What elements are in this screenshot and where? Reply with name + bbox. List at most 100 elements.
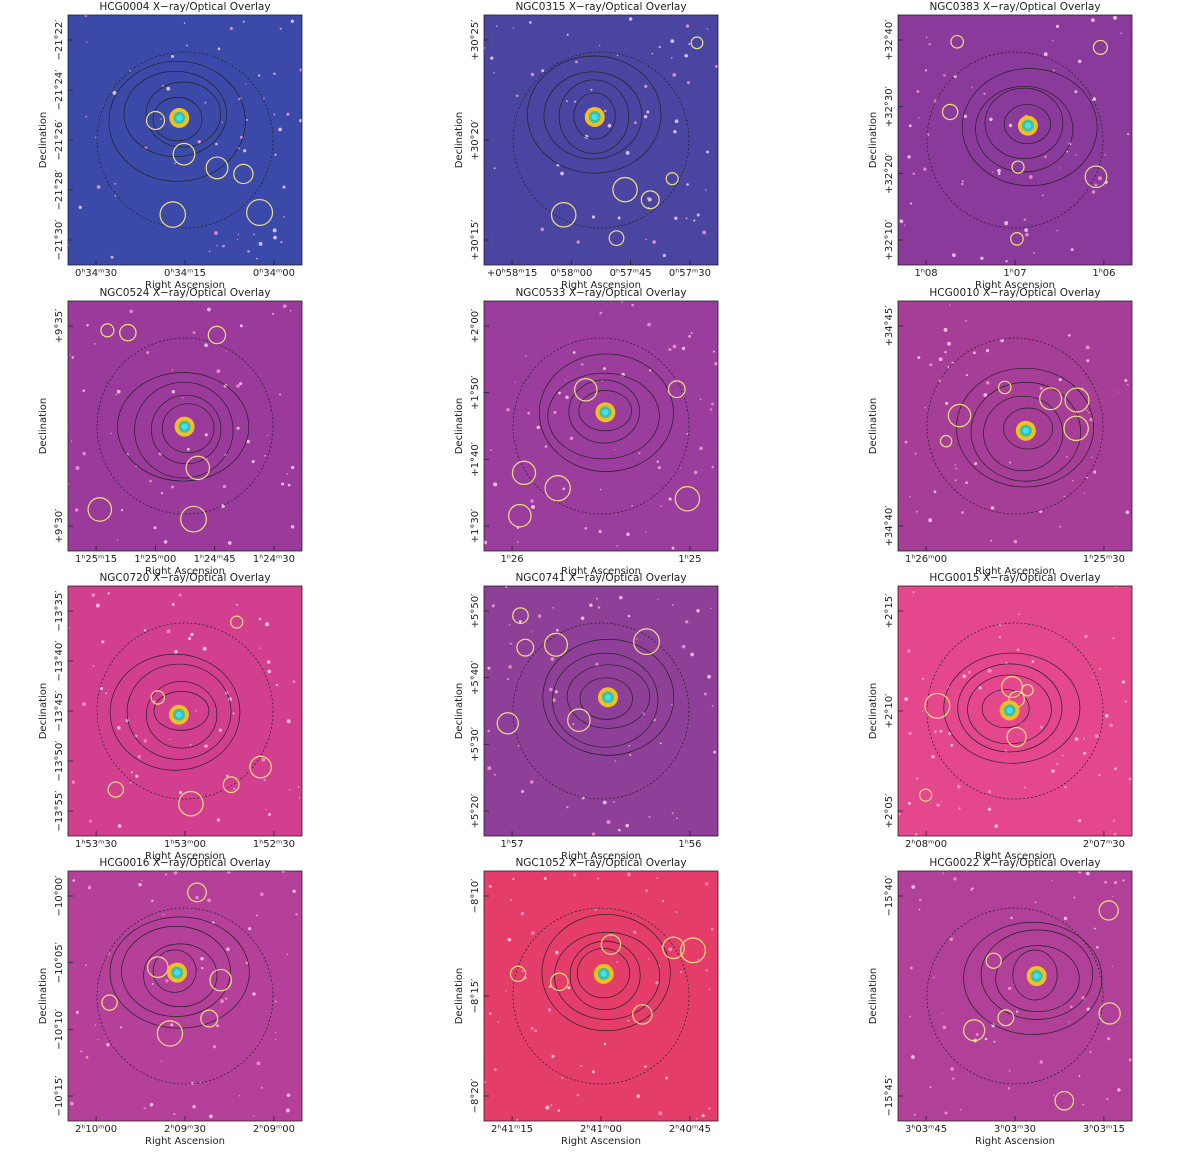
x-ray-contour: [963, 921, 1103, 1035]
star: [648, 958, 650, 960]
star: [987, 668, 992, 673]
star: [69, 354, 71, 356]
star: [1084, 634, 1088, 639]
point-source-region: [87, 497, 113, 522]
star: [151, 899, 154, 902]
x-ray-contour: [538, 353, 674, 472]
point-source-region: [178, 790, 204, 817]
star: [647, 322, 651, 327]
star: [638, 452, 641, 455]
y-tick-label: +5°50′: [470, 593, 481, 628]
star: [929, 1086, 932, 1088]
point-source-region: [1039, 387, 1063, 411]
star: [951, 253, 956, 258]
star: [909, 496, 911, 498]
star: [290, 19, 295, 23]
star: [553, 410, 557, 414]
star: [712, 350, 715, 353]
x-ray-contour: [578, 390, 632, 432]
star: [246, 439, 250, 444]
star: [130, 771, 133, 774]
point-source-region: [185, 455, 211, 481]
star: [671, 812, 674, 815]
star: [545, 1105, 550, 1110]
star: [618, 828, 621, 832]
star: [613, 801, 615, 803]
star: [493, 482, 498, 487]
star: [998, 623, 1002, 627]
star: [178, 790, 183, 795]
star: [1068, 1021, 1070, 1024]
star: [942, 1025, 947, 1030]
star: [1088, 411, 1090, 414]
star: [200, 956, 204, 961]
star: [954, 464, 957, 466]
star: [190, 632, 194, 637]
star: [204, 744, 208, 748]
star: [554, 690, 558, 694]
star: [556, 628, 559, 632]
star: [657, 598, 659, 600]
x-ray-contour: [108, 60, 246, 182]
panel: NGC0524 X−ray/Optical Overlay Right Ascen…: [38, 287, 303, 577]
star: [675, 911, 678, 913]
star: [239, 382, 243, 386]
star: [997, 168, 1001, 173]
star: [909, 966, 913, 970]
x-axis-label: Right Ascension: [561, 1136, 641, 1147]
star: [1117, 1088, 1121, 1092]
star: [1031, 660, 1035, 663]
star: [708, 1107, 711, 1110]
star: [1098, 774, 1101, 777]
star: [265, 808, 267, 811]
x-tick-label: 1ʰ25: [678, 554, 701, 565]
star: [603, 1042, 607, 1046]
star: [89, 819, 93, 823]
star: [153, 700, 156, 703]
star: [1113, 880, 1118, 885]
point-source-region: [209, 968, 232, 992]
star: [247, 250, 250, 253]
star: [967, 670, 971, 674]
galaxy-core: [181, 423, 188, 430]
star: [143, 1107, 146, 1110]
x-ray-contour: [1003, 104, 1051, 145]
star: [171, 485, 175, 489]
star: [566, 33, 569, 36]
star: [625, 151, 630, 155]
star: [1074, 90, 1078, 94]
star: [507, 937, 512, 942]
star: [529, 21, 532, 24]
star: [652, 240, 656, 244]
star: [916, 777, 919, 780]
star: [626, 872, 631, 877]
star: [233, 787, 236, 791]
star: [239, 135, 243, 139]
star: [993, 1040, 996, 1043]
x-axis-label: Right Ascension: [975, 1136, 1055, 1147]
x-tick-label: 0ʰ34ᵐ00: [253, 268, 295, 279]
star: [1126, 383, 1129, 386]
star: [945, 401, 949, 405]
star: [493, 72, 495, 74]
star: [1124, 378, 1128, 382]
y-tick-label: −8°15′: [470, 978, 481, 1013]
point-source-region: [1054, 1090, 1075, 1111]
star: [1078, 819, 1082, 823]
point-source-region: [919, 788, 933, 802]
point-source-region: [550, 972, 569, 992]
x-tick-label: 3ʰ03ᵐ15: [1083, 1124, 1125, 1135]
y-tick-label: +1°50′: [470, 375, 481, 410]
x-ray-contour: [109, 653, 241, 771]
star: [954, 479, 957, 482]
star: [952, 1077, 955, 1080]
star: [207, 898, 211, 903]
star: [594, 908, 597, 911]
star: [660, 505, 662, 508]
point-source-region: [544, 475, 571, 502]
star: [662, 900, 665, 903]
point-source-region: [600, 934, 622, 955]
x-axis-label: Right Ascension: [145, 851, 225, 862]
star: [908, 731, 912, 736]
